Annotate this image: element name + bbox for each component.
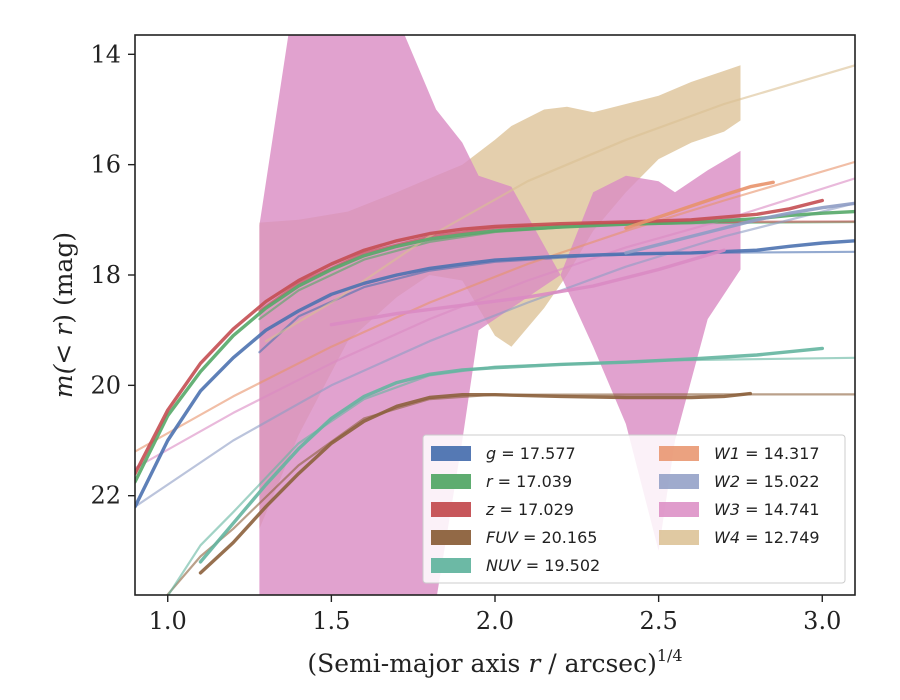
x-axis-ticks: 1.0 1.5 2.0 2.5 3.0 — [149, 595, 841, 635]
legend-label-fuv: FUV = 20.165 — [486, 528, 597, 547]
x-axis-label-exponent: 1/4 — [657, 646, 683, 665]
legend-var-w4: W4 — [714, 528, 740, 547]
y-tick-label: 16 — [90, 151, 121, 179]
x-tick-label: 2.0 — [476, 607, 514, 635]
legend-var-w2: W2 — [714, 472, 740, 491]
y-tick-label: 18 — [90, 261, 121, 289]
legend-label-nuv: NUV = 19.502 — [486, 556, 600, 575]
y-axis-label-var: < r — [49, 322, 78, 365]
legend-label-w4: W4 = 12.749 — [714, 528, 820, 547]
legend-box — [422, 434, 846, 584]
legend-label-r: r = 17.039 — [486, 472, 572, 491]
data-curve-g — [135, 239, 855, 509]
legend-var-fuv: FUV — [486, 528, 519, 547]
y-tick-label: 22 — [90, 482, 121, 510]
legend-value-w1: = 14.317 — [740, 444, 820, 463]
legend-value-g: = 17.577 — [496, 444, 576, 463]
y-axis-label-post: ) (mag) — [49, 232, 78, 324]
model-curve-w4 — [264, 64, 855, 343]
y-axis-ticks: 14 16 18 20 22 — [90, 40, 135, 510]
data-curves — [135, 180, 855, 575]
y-axis-label: m(< r) (mag) — [49, 232, 78, 398]
model-curve-w1 — [135, 160, 855, 453]
legend-swatch-nuv — [431, 558, 471, 573]
x-tick-label: 1.0 — [149, 607, 187, 635]
x-tick-label: 3.0 — [803, 607, 841, 635]
model-curve-w3 — [135, 177, 855, 470]
x-tick-label: 1.5 — [312, 607, 350, 635]
x-axis-label: (Semi-major axis r / arcsec)1/4 — [307, 646, 682, 678]
data-curve-w1 — [624, 180, 775, 230]
data-curve-fuv — [198, 391, 752, 575]
legend-label-w1: W1 = 14.317 — [714, 444, 820, 463]
legend-label-g: g = 17.577 — [486, 444, 576, 463]
legend-value-w3: = 14.741 — [740, 500, 820, 519]
y-tick-label: 14 — [90, 40, 121, 68]
x-axis-label-var: r — [528, 649, 542, 678]
legend-swatch-w2 — [659, 474, 699, 489]
legend-value-z: = 17.029 — [494, 500, 574, 519]
legend-swatch-g — [431, 446, 471, 461]
data-curve-z — [135, 198, 824, 476]
legend-value-r: = 17.039 — [493, 472, 573, 491]
legend-var-w1: W1 — [714, 444, 740, 463]
legend-var-g: g — [486, 444, 496, 463]
legend-label-w3: W3 = 14.741 — [714, 500, 820, 519]
legend-swatch-z — [431, 502, 471, 517]
legend-swatch-fuv — [431, 530, 471, 545]
x-axis-label-unit: / arcsec) — [540, 649, 657, 678]
y-tick-label: 20 — [90, 371, 121, 399]
legend-value-w4: = 12.749 — [740, 528, 820, 547]
data-curve-w2 — [624, 201, 855, 255]
legend-swatch-w4 — [659, 530, 699, 545]
legend-label-w2: W2 = 15.022 — [714, 472, 820, 491]
legend-value-nuv: = 19.502 — [521, 556, 601, 575]
y-axis-label-pre: m( — [49, 363, 78, 398]
legend-label-z: z = 17.029 — [485, 500, 574, 519]
data-curve-w3 — [329, 248, 726, 327]
legend-var-r: r — [486, 472, 494, 491]
x-tick-label: 2.5 — [640, 607, 678, 635]
data-curve-nuv — [198, 346, 824, 564]
legend-swatch-r — [431, 474, 471, 489]
legend-value-fuv: = 20.165 — [518, 528, 598, 547]
x-axis-label-main: (Semi-major axis — [307, 649, 528, 678]
legend-swatch-w1 — [659, 446, 699, 461]
band-w3 — [259, 35, 741, 595]
legend-value-w2: = 15.022 — [740, 472, 820, 491]
uncertainty-bands — [259, 35, 741, 595]
legend-var-w3: W3 — [714, 500, 740, 519]
legend-swatch-w3 — [659, 502, 699, 517]
legend-var-z: z — [485, 500, 495, 519]
legend-var-nuv: NUV — [486, 556, 522, 575]
model-curve-w2 — [135, 202, 855, 508]
